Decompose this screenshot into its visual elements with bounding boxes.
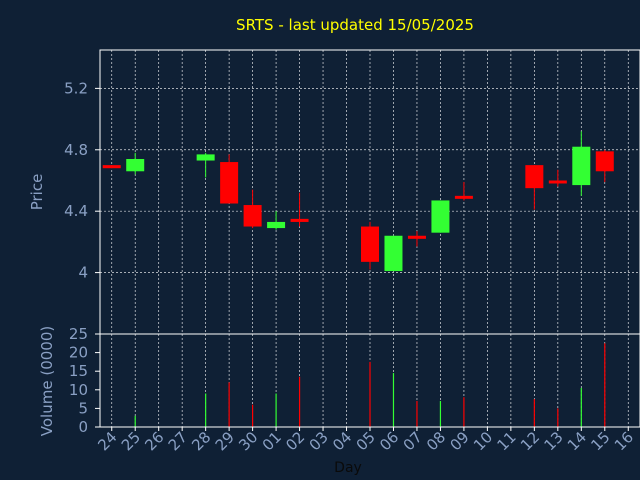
volume-bars bbox=[134, 343, 606, 427]
candle-body bbox=[361, 226, 379, 262]
price-tick-label: 5.2 bbox=[64, 79, 88, 97]
candle-body bbox=[220, 162, 239, 204]
volume-tick-label: 5 bbox=[78, 399, 88, 417]
candle-body bbox=[267, 221, 286, 229]
candle-body bbox=[454, 195, 473, 199]
day-axis-ticks: 2425262728293001020304050607080910111213… bbox=[94, 427, 637, 454]
volume-tick-label: 25 bbox=[69, 325, 88, 343]
volume-tick-label: 15 bbox=[69, 362, 88, 380]
volume-tick-label: 20 bbox=[69, 344, 88, 362]
candle-body bbox=[407, 235, 426, 239]
candle-body bbox=[431, 200, 450, 233]
price-tick-label: 4.8 bbox=[64, 141, 88, 159]
price-axis-label: Price bbox=[28, 174, 46, 211]
candle-body bbox=[595, 151, 614, 172]
candle-body bbox=[102, 165, 121, 169]
candle-body bbox=[572, 146, 591, 186]
price-tick-label: 4.4 bbox=[64, 202, 88, 220]
volume-tick-label: 10 bbox=[69, 381, 88, 399]
volume-axis-label: Volume (0000) bbox=[38, 326, 56, 436]
candle-body bbox=[548, 180, 567, 184]
candle-body bbox=[243, 205, 262, 227]
volume-tick-label: 0 bbox=[78, 418, 88, 436]
candle-body bbox=[290, 218, 309, 222]
candle-body bbox=[384, 235, 403, 272]
price-gridlines bbox=[100, 50, 640, 334]
price-axis-ticks: 4 4.4 4.8 5.2 bbox=[64, 79, 100, 282]
candle-body bbox=[126, 158, 145, 172]
candle-body bbox=[196, 154, 215, 161]
chart-title: SRTS - last updated 15/05/2025 bbox=[236, 16, 474, 34]
price-tick-label: 4 bbox=[78, 264, 88, 282]
day-axis-label: Day bbox=[334, 460, 362, 476]
candle-body bbox=[525, 165, 544, 189]
price-candles bbox=[102, 131, 614, 272]
